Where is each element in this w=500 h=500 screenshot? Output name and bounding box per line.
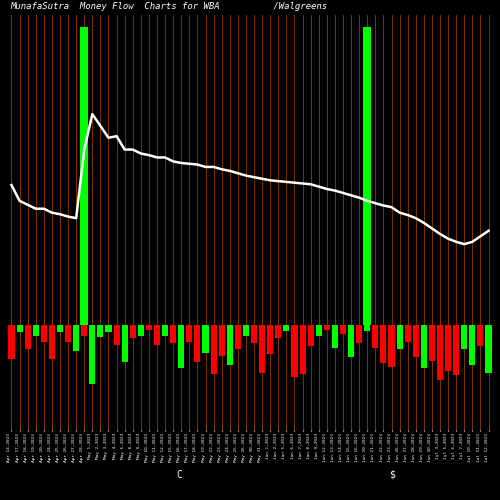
Bar [98, 324, 103, 337]
Bar [122, 324, 128, 362]
Bar [404, 324, 410, 342]
Bar [90, 324, 96, 384]
Bar [146, 324, 152, 330]
Bar [81, 324, 87, 336]
Bar [461, 324, 468, 349]
Bar [49, 324, 55, 359]
Bar [114, 324, 119, 344]
Bar [32, 324, 39, 336]
Bar [8, 324, 14, 359]
Bar [227, 324, 233, 365]
Bar [267, 324, 273, 354]
Bar [364, 324, 370, 331]
Bar [41, 324, 47, 342]
Bar [210, 324, 216, 374]
Bar [80, 28, 88, 324]
Text: C: C [176, 470, 182, 480]
Bar [445, 324, 451, 371]
Bar [396, 324, 402, 349]
Bar [470, 324, 476, 365]
Bar [284, 324, 290, 331]
Bar [202, 324, 208, 352]
Bar [162, 324, 168, 336]
Bar [308, 324, 314, 346]
Bar [243, 324, 249, 336]
Bar [154, 324, 160, 344]
Bar [130, 324, 136, 338]
Bar [292, 324, 298, 378]
Bar [478, 324, 484, 346]
Bar [170, 324, 176, 344]
Bar [437, 324, 443, 380]
Bar [372, 324, 378, 348]
Bar [138, 324, 144, 336]
Bar [178, 324, 184, 368]
Bar [356, 324, 362, 344]
Bar [340, 324, 346, 334]
Bar [194, 324, 200, 362]
Bar [276, 324, 281, 338]
Bar [388, 324, 394, 367]
Bar [57, 324, 63, 332]
Bar [24, 324, 30, 349]
Bar [421, 324, 427, 368]
Bar [235, 324, 241, 349]
Bar [429, 324, 435, 360]
Bar [348, 324, 354, 357]
Bar [65, 324, 71, 342]
Bar [16, 324, 22, 332]
Bar [453, 324, 459, 376]
Bar [251, 324, 257, 344]
Bar [218, 324, 224, 356]
Bar [324, 324, 330, 330]
Bar [412, 324, 419, 357]
Bar [364, 28, 371, 324]
Bar [73, 324, 79, 350]
Bar [332, 324, 338, 348]
Bar [186, 324, 192, 342]
Bar [106, 324, 112, 332]
Bar [486, 324, 492, 373]
Text: MunafaSutra  Money Flow  Charts for WBA          /Walgreens: MunafaSutra Money Flow Charts for WBA /W… [10, 2, 327, 11]
Bar [259, 324, 265, 373]
Bar [316, 324, 322, 336]
Bar [300, 324, 306, 374]
Text: $: $ [389, 470, 395, 480]
Bar [380, 324, 386, 363]
